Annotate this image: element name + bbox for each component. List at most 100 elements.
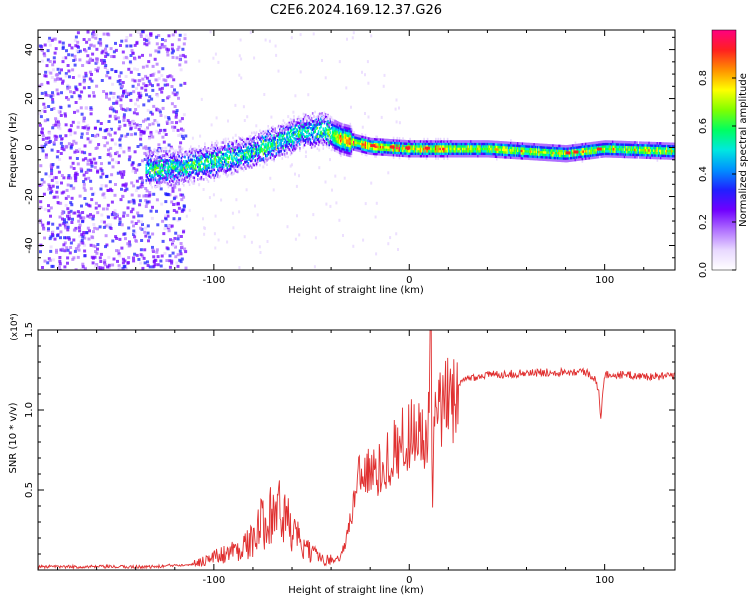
spectrogram-cell: [67, 236, 71, 240]
spectrogram-cell: [171, 156, 173, 159]
spectrogram-cell: [436, 154, 438, 158]
spectrogram-cell: [350, 137, 353, 141]
spectrogram-cell: [401, 144, 403, 148]
spectrogram-cell: [272, 158, 274, 161]
spectrogram-cell: [447, 152, 450, 155]
spectrogram-cell: [76, 31, 80, 35]
spectrogram-cell: [70, 196, 74, 200]
spectrogram-cell: [290, 118, 293, 122]
spectrogram-cell: [301, 132, 303, 135]
spectrogram-cell: [334, 134, 336, 137]
spectrogram-cell: [69, 133, 73, 137]
spectrogram-cell: [382, 141, 384, 144]
spectrogram-cell: [483, 145, 485, 148]
spectrogram-cell: [167, 143, 171, 147]
spectrogram-cell: [545, 148, 547, 152]
spectrogram-cell: [338, 129, 341, 132]
spectrogram-cell: [323, 142, 326, 146]
spectrogram-cell: [510, 141, 512, 145]
spectrogram-cell: [350, 135, 353, 138]
spectrogram-cell: [249, 159, 252, 163]
spectrogram-cell: [202, 178, 205, 181]
spectrogram-cell: [369, 142, 371, 146]
spectrogram-cell: [253, 147, 255, 151]
spectrogram-cell: [350, 154, 353, 158]
spectrogram-cell: [222, 141, 225, 144]
spectrogram-cell: [224, 137, 227, 141]
spectrogram-cell: [204, 145, 206, 149]
spectrogram-cell: [444, 154, 446, 158]
spectrogram-cell: [100, 51, 104, 55]
spectrogram-cell: [258, 148, 260, 152]
spectrogram-cell: [200, 154, 203, 158]
spectrogram-cell: [182, 42, 186, 46]
spectrogram-cell: [92, 33, 96, 36]
spectrogram-cell: [411, 147, 414, 151]
spectrogram-cell: [159, 168, 162, 171]
spectrogram-cell: [40, 178, 44, 182]
spectrogram-cell: [83, 126, 87, 130]
spectrogram-cell: [447, 145, 450, 148]
spectrogram-cell: [274, 127, 276, 130]
spectrogram-cell: [266, 154, 268, 157]
spectrogram-cell: [287, 115, 290, 119]
spectrogram-cell: [314, 136, 316, 139]
spectrogram-cell: [80, 150, 84, 154]
spectrogram-cell: [126, 119, 130, 123]
spectrogram-cell: [360, 135, 362, 138]
spectrogram-cell: [276, 150, 279, 154]
spectrogram-cell: [234, 158, 237, 161]
spectrogram-cell: [136, 30, 140, 34]
spectrogram-cell: [218, 163, 220, 167]
spectrogram-cell: [344, 124, 347, 127]
spectrogram-cell: [408, 152, 410, 155]
spectrogram-cell: [74, 247, 78, 251]
spectrogram-cell: [326, 144, 328, 148]
spectrogram-cell: [144, 128, 148, 132]
spectrogram-cell: [267, 129, 269, 133]
spectrogram-cell: [470, 142, 472, 146]
spectrogram-cell: [157, 181, 161, 185]
spectrogram-cell: [181, 178, 184, 181]
spectrogram-cell: [109, 154, 113, 158]
spectrogram-cell: [120, 134, 124, 138]
spectrogram-cell: [95, 47, 99, 51]
spectrogram-cell: [66, 64, 70, 67]
spectrogram-cell: [42, 192, 46, 196]
spectrogram-cell: [110, 55, 114, 58]
spectrogram-cell: [392, 156, 395, 159]
spectrogram-cell: [395, 151, 397, 155]
spectrogram-cell: [422, 145, 424, 148]
spectrogram-cell: [65, 188, 69, 192]
spectrogram-cell: [333, 128, 335, 132]
spectrogram-cell: [506, 148, 509, 152]
spectrogram-cell: [344, 138, 347, 142]
spectrogram-cell: [207, 180, 210, 183]
spectrogram-cell: [314, 144, 316, 148]
spectrogram-cell: [87, 126, 91, 130]
spectrogram-cell: [123, 264, 127, 268]
spectrogram-cell: [76, 109, 80, 113]
spectrogram-cell: [350, 105, 352, 109]
spectrogram-cell: [79, 167, 83, 171]
spectrogram-cell: [217, 141, 219, 145]
spectrogram-cell: [54, 117, 58, 121]
spectrogram-cell: [535, 150, 538, 154]
spectrogram-cell: [481, 142, 484, 146]
spectrogram-cell: [226, 156, 228, 159]
spectrogram-cell: [432, 140, 435, 143]
spectrogram-cell: [77, 219, 81, 223]
spectrogram-cell: [287, 138, 289, 142]
spectrogram-cell: [103, 263, 107, 267]
spectrogram-cell: [254, 132, 257, 136]
spectrogram-cell: [349, 144, 352, 148]
spectrogram-cell: [315, 117, 318, 121]
spectrogram-cell: [526, 152, 529, 155]
spectrogram-cell: [214, 162, 217, 165]
spectrogram-cell: [173, 88, 176, 92]
spectrogram-cell: [285, 138, 287, 142]
spectrogram-cell: [345, 141, 348, 145]
spectrogram-cell: [195, 163, 198, 166]
spectrogram-cell: [195, 172, 198, 176]
spectrogram-cell: [524, 152, 526, 155]
